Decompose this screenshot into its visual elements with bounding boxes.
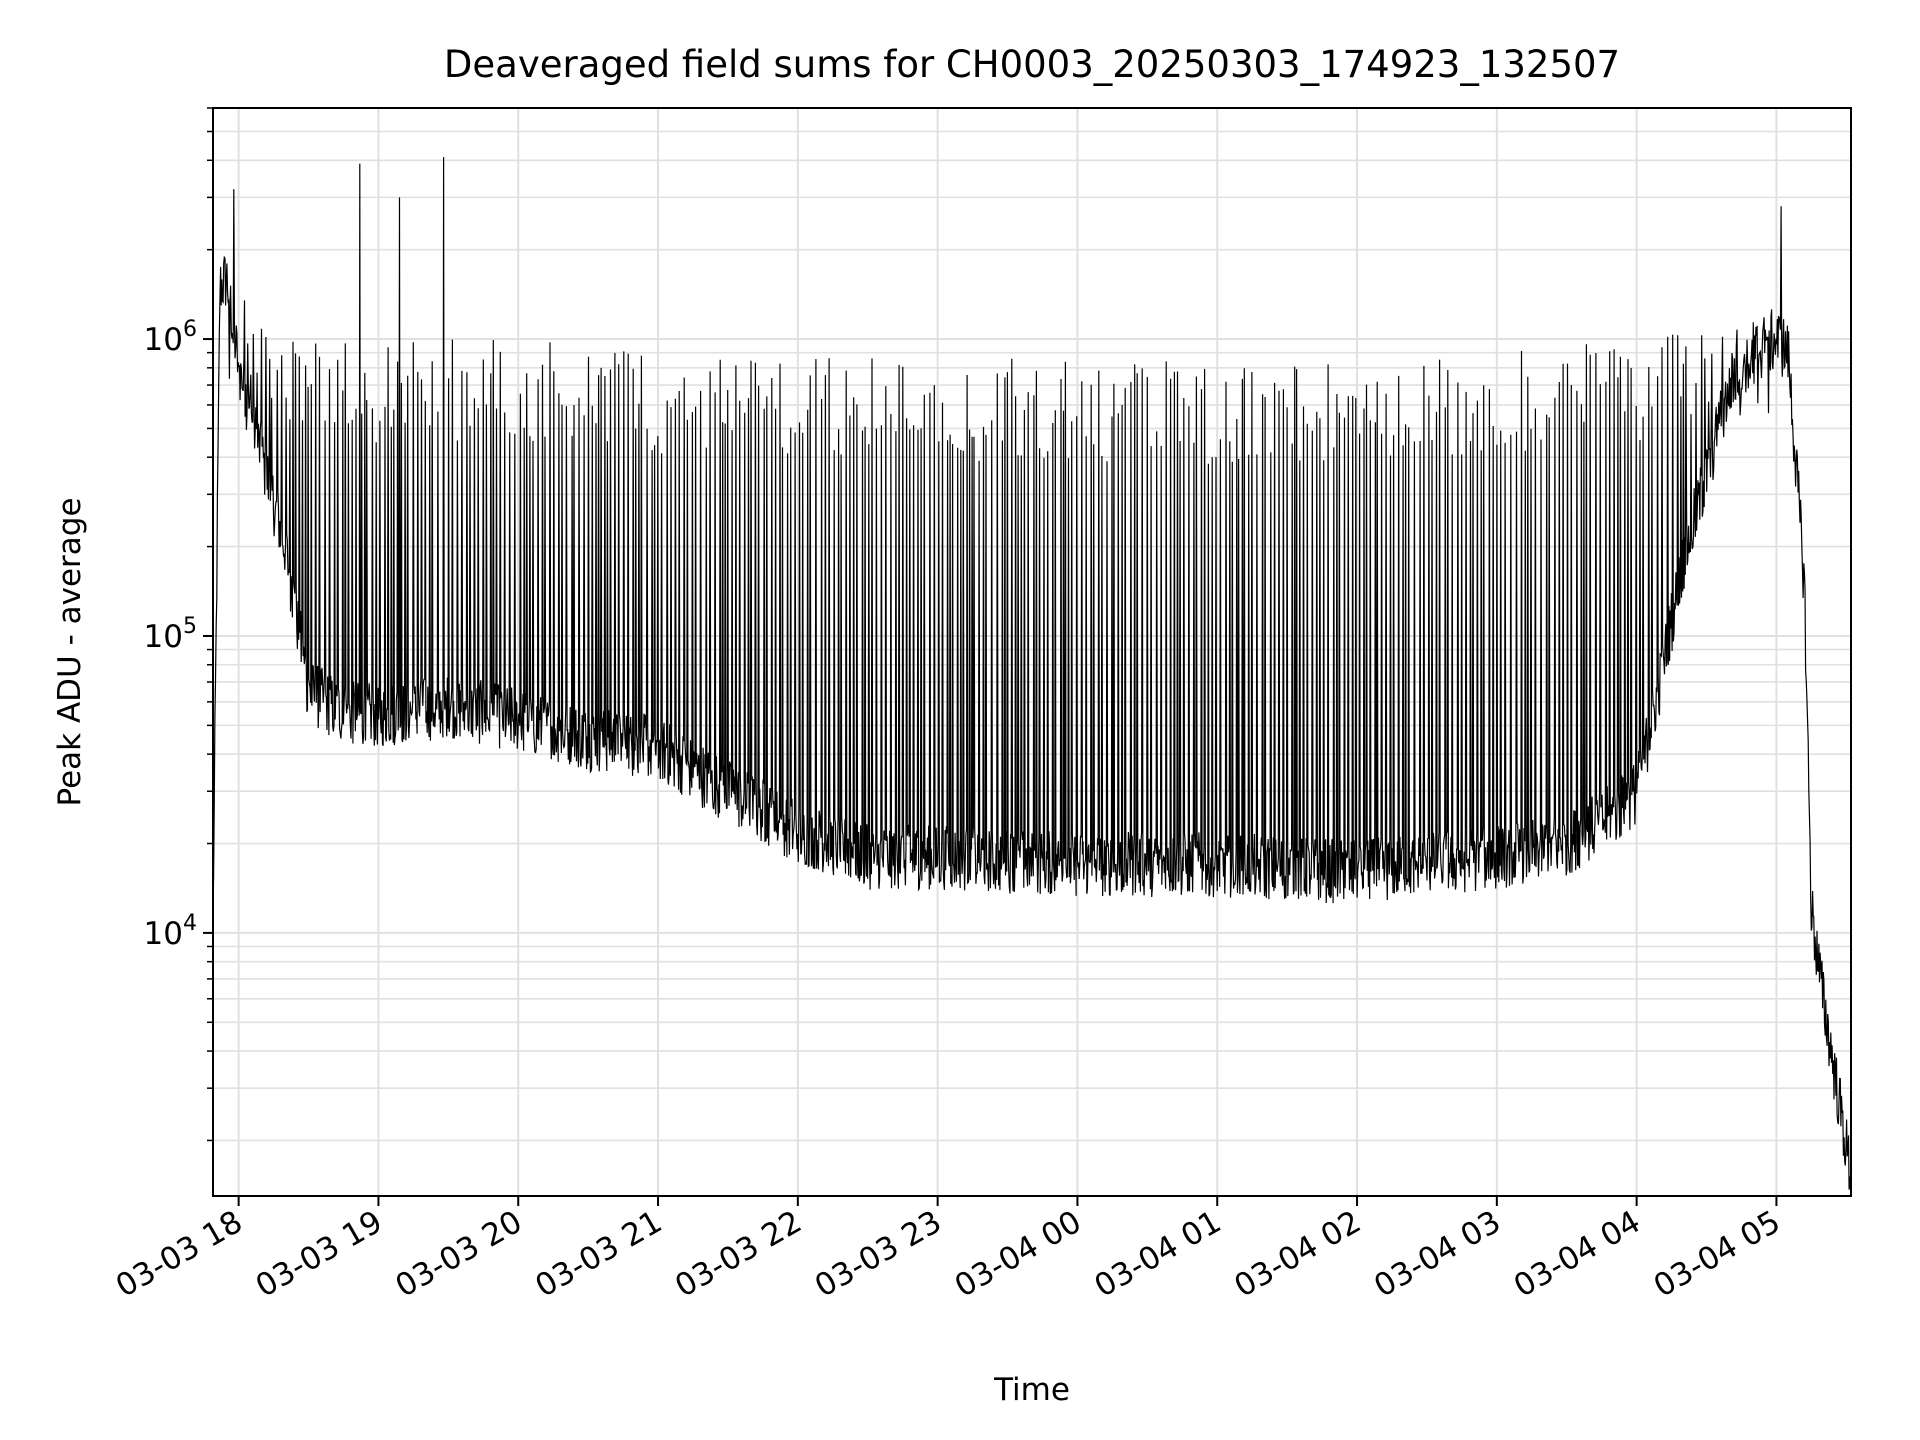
chart-title: Deaveraged field sums for CH0003_2025030… [444,43,1620,86]
y-axis-label: Peak ADU - average [52,497,88,806]
y-axis: 104 105 106 [144,107,213,1142]
plot-frame [212,107,1852,1197]
x-axis-label: Time [993,1372,1070,1408]
y-tick-label: 106 [144,317,197,358]
y-tick-label: 104 [144,911,197,952]
series-group [213,157,1851,1196]
series-line-0 [213,157,1851,1196]
y-tick-label: 105 [144,614,197,655]
